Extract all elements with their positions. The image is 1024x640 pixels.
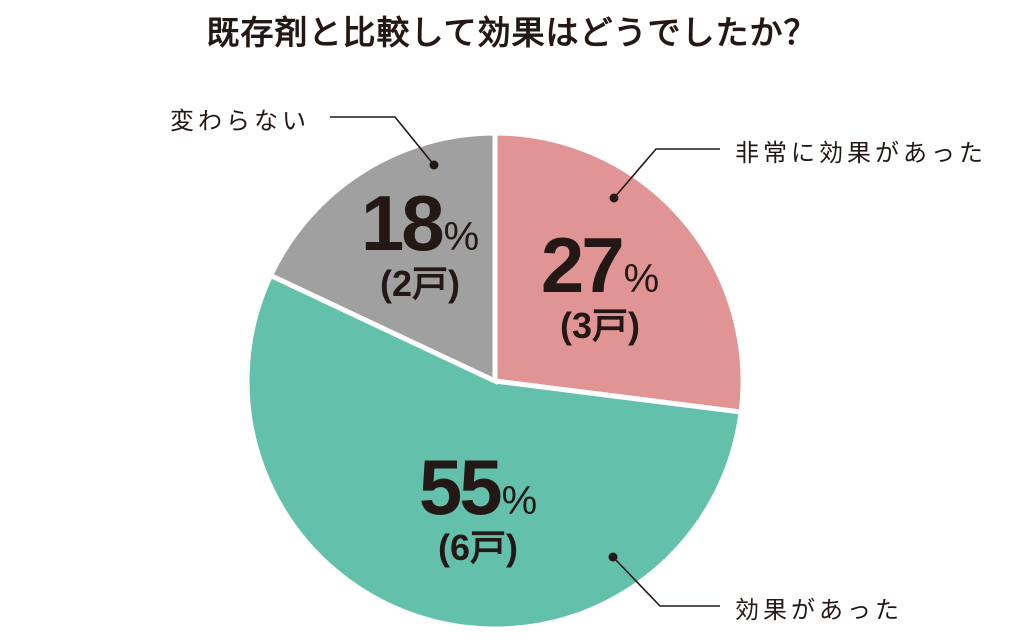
slice-value-effective: 55% (6戸) xyxy=(418,443,538,568)
leader-line-effective xyxy=(612,556,720,607)
leader-line-unchanged xyxy=(330,116,435,166)
slice-unchanged xyxy=(267,130,498,385)
leader-dot-very-effective xyxy=(609,193,619,203)
leader-lines xyxy=(330,116,720,607)
label-very-effective: 非常に効果があった xyxy=(735,139,987,167)
label-unchanged: 変わらない xyxy=(170,107,310,135)
leader-dot-effective xyxy=(608,552,618,562)
slice-effective xyxy=(244,272,744,632)
slice-value-very-effective: 27% (3戸) xyxy=(540,221,660,346)
label-effective: 効果があった xyxy=(735,596,903,624)
leader-dot-unchanged xyxy=(429,160,439,170)
chart-title: 既存剤と比較して効果はどうでしたか？ xyxy=(206,13,818,52)
slice-value-unchanged: 18% (2戸) xyxy=(360,179,480,304)
leader-line-very-effective xyxy=(613,148,720,199)
slice-very-effective xyxy=(492,130,746,415)
